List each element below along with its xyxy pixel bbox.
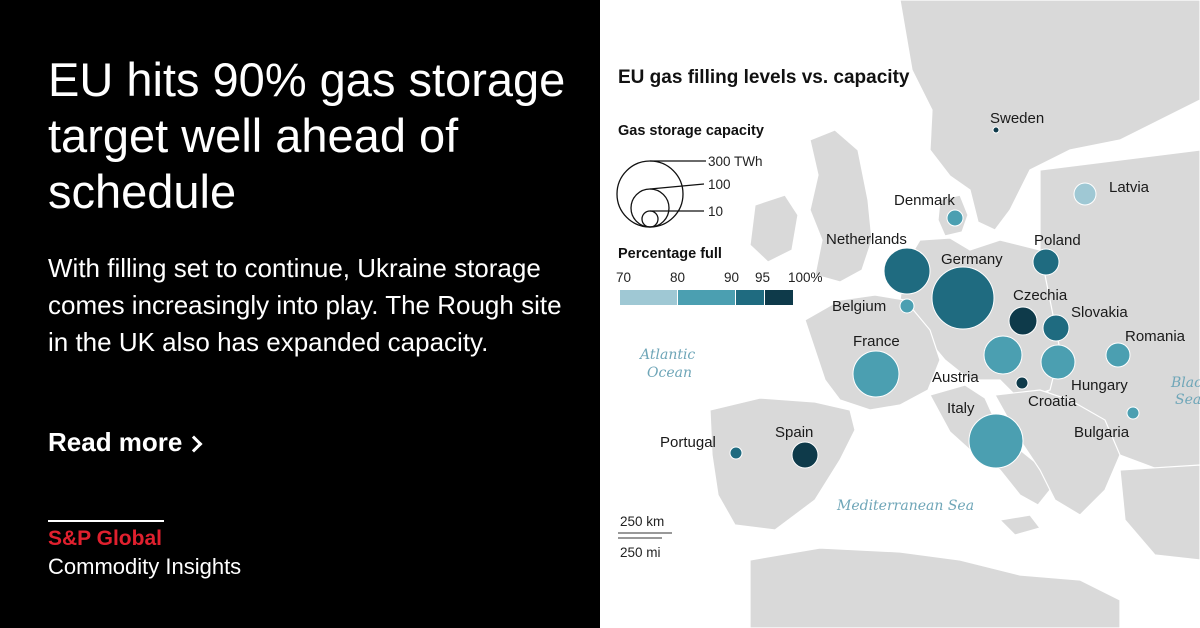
bubble-czechia[interactable] <box>1008 306 1038 336</box>
scale-label-mi: 250 mi <box>620 545 661 560</box>
scale-bar: 250 km 250 mi <box>618 514 672 560</box>
bubble-poland[interactable] <box>1032 248 1060 276</box>
bubble-italy[interactable] <box>968 413 1024 469</box>
land-iberia <box>709 397 856 531</box>
percent-swatch-90-95 <box>736 290 764 305</box>
label-bulgaria: Bulgaria <box>1074 424 1130 441</box>
percent-label-95: 95 <box>755 270 770 285</box>
bubble-sweden[interactable] <box>992 126 1000 134</box>
percent-swatch-95-100 <box>765 290 793 305</box>
capacity-label-100: 100 <box>708 177 731 192</box>
label-poland: Poland <box>1034 232 1081 249</box>
land-ireland <box>749 194 799 263</box>
map-panel: EU gas filling levels vs. capacity Gas s… <box>600 0 1200 628</box>
label-germany: Germany <box>941 251 1003 268</box>
capacity-legend-title: Gas storage capacity <box>618 123 764 139</box>
map-title: EU gas filling levels vs. capacity <box>618 67 910 88</box>
land-balkans <box>994 389 1121 516</box>
label-czechia: Czechia <box>1013 287 1068 304</box>
label-italy: Italy <box>947 400 975 417</box>
land-turkey <box>1119 464 1200 561</box>
label-latvia: Latvia <box>1109 179 1150 196</box>
label-austria: Austria <box>932 369 979 386</box>
brand-logo: S&P Global Commodity Insights <box>48 520 241 581</box>
bubble-denmark[interactable] <box>946 209 964 227</box>
sea-label-black-2: Sea <box>1175 392 1200 408</box>
bubble-portugal[interactable] <box>729 446 743 460</box>
percent-swatch-80-90 <box>678 290 735 305</box>
sea-label-black-1: Black <box>1170 375 1200 391</box>
bubble-romania[interactable] <box>1105 342 1131 368</box>
headline: EU hits 90% gas storage target well ahea… <box>48 53 566 218</box>
bubble-netherlands[interactable] <box>883 247 931 295</box>
label-sweden: Sweden <box>990 110 1044 127</box>
brand-sub: Commodity Insights <box>48 554 242 579</box>
country-bubbles <box>729 126 1140 469</box>
label-romania: Romania <box>1125 328 1186 345</box>
bubble-germany[interactable] <box>931 266 995 330</box>
sea-label-atlantic-2: Ocean <box>647 365 692 381</box>
capacity-legend-circles <box>616 160 706 228</box>
bubble-slovakia[interactable] <box>1042 314 1070 342</box>
bubble-hungary[interactable] <box>1040 344 1076 380</box>
percent-color-scale <box>620 290 793 305</box>
country-labels: Sweden Latvia Denmark Netherlands German… <box>660 110 1186 451</box>
label-france: France <box>853 333 900 350</box>
bubble-belgium[interactable] <box>899 298 915 314</box>
label-spain: Spain <box>775 424 813 441</box>
promo-panel: EU hits 90% gas storage target well ahea… <box>48 53 566 581</box>
percent-label-80: 80 <box>670 270 685 285</box>
read-more-label: Read more <box>48 427 183 457</box>
label-denmark: Denmark <box>894 192 955 209</box>
percent-label-100: 100% <box>788 270 823 285</box>
land-sicily <box>998 514 1042 536</box>
scale-label-km: 250 km <box>620 514 664 529</box>
map-svg: EU gas filling levels vs. capacity Gas s… <box>600 0 1200 628</box>
bubble-bulgaria[interactable] <box>1126 406 1140 420</box>
chevron-right-icon <box>185 435 203 452</box>
bubble-austria[interactable] <box>983 335 1023 375</box>
label-hungary: Hungary <box>1071 377 1128 394</box>
percent-label-70: 70 <box>616 270 631 285</box>
bubble-latvia[interactable] <box>1073 182 1097 206</box>
capacity-label-10: 10 <box>708 204 723 219</box>
label-netherlands: Netherlands <box>826 231 907 248</box>
land-scandinavia <box>899 0 1200 231</box>
sea-label-mediterranean: Mediterranean Sea <box>836 498 974 514</box>
label-croatia: Croatia <box>1028 393 1077 410</box>
bubble-spain[interactable] <box>791 441 819 469</box>
percent-label-90: 90 <box>724 270 739 285</box>
capacity-label-300: 300 TWh <box>708 154 763 169</box>
land-uk <box>809 129 873 283</box>
percent-swatch-70-80 <box>620 290 677 305</box>
bubble-france[interactable] <box>852 350 900 398</box>
label-portugal: Portugal <box>660 434 716 451</box>
brand-rule <box>48 520 164 522</box>
bubble-croatia[interactable] <box>1015 376 1029 390</box>
read-more-link[interactable]: Read more <box>48 427 203 458</box>
percent-legend-title: Percentage full <box>618 246 722 262</box>
capacity-leader-100 <box>649 183 705 190</box>
land-north-africa <box>749 547 1121 628</box>
subhead: With filling set to continue, Ukraine st… <box>48 253 562 357</box>
label-slovakia: Slovakia <box>1071 304 1128 321</box>
land-masses <box>709 0 1200 628</box>
brand-name: S&P Global <box>48 527 162 550</box>
label-belgium: Belgium <box>832 298 886 315</box>
sea-label-atlantic-1: Atlantic <box>638 347 695 363</box>
